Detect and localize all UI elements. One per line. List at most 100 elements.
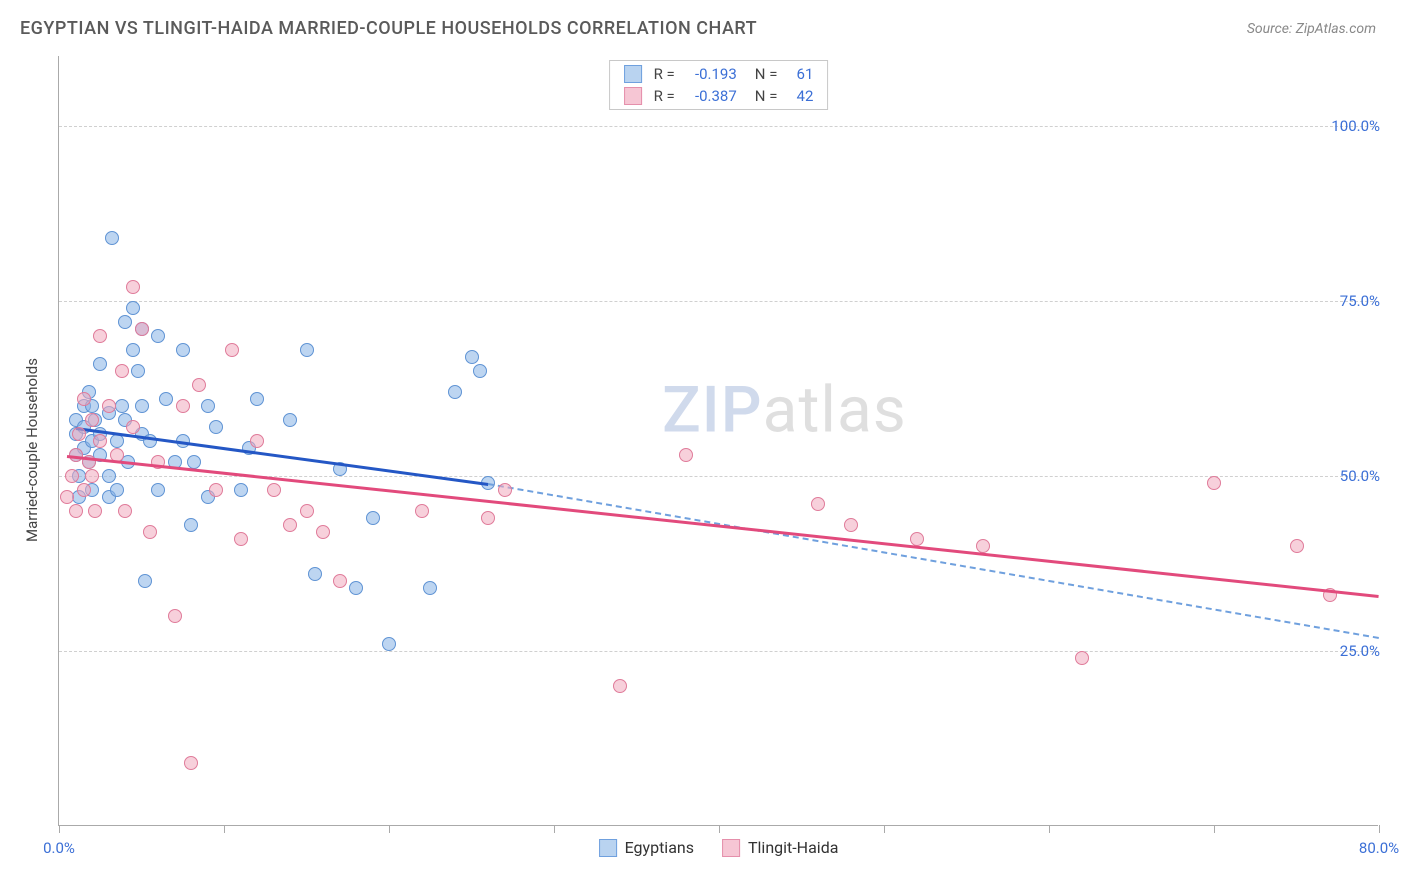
- plot-region: ZIPatlas R =-0.193N =61R =-0.387N =42 Eg…: [58, 56, 1378, 826]
- data-point: [126, 420, 140, 434]
- data-point: [93, 329, 107, 343]
- data-point: [102, 469, 116, 483]
- gridline: [59, 301, 1378, 302]
- legend-r-value: -0.387: [683, 87, 737, 105]
- data-point: [60, 490, 74, 504]
- data-point: [423, 581, 437, 595]
- data-point: [105, 231, 119, 245]
- data-point: [126, 280, 140, 294]
- data-point: [126, 343, 140, 357]
- data-point: [115, 399, 129, 413]
- legend-r-label: R =: [654, 65, 675, 83]
- data-point: [448, 385, 462, 399]
- data-point: [209, 420, 223, 434]
- data-point: [613, 679, 627, 693]
- x-tick: [224, 825, 225, 833]
- data-point: [65, 469, 79, 483]
- data-point: [151, 483, 165, 497]
- data-point: [159, 392, 173, 406]
- x-tick-label: 80.0%: [1359, 839, 1399, 857]
- data-point: [138, 574, 152, 588]
- data-point: [126, 301, 140, 315]
- legend-correlation-row: R = -0.193 N = 61: [610, 63, 828, 85]
- legend-series-item: Tlingit-Haida: [722, 838, 838, 857]
- data-point: [283, 413, 297, 427]
- legend-series-label: Tlingit-Haida: [748, 838, 838, 857]
- data-point: [77, 392, 91, 406]
- x-tick: [1049, 825, 1050, 833]
- y-tick-label: 100.0%: [1331, 117, 1380, 135]
- data-point: [93, 434, 107, 448]
- data-point: [481, 511, 495, 525]
- data-point: [415, 504, 429, 518]
- data-point: [187, 455, 201, 469]
- x-tick: [719, 825, 720, 833]
- data-point: [976, 539, 990, 553]
- data-point: [844, 518, 858, 532]
- data-point: [283, 518, 297, 532]
- y-axis-label: Married-couple Households: [23, 358, 41, 542]
- data-point: [234, 532, 248, 546]
- x-tick-label: 0.0%: [43, 839, 75, 857]
- y-tick-label: 50.0%: [1340, 467, 1380, 485]
- data-point: [110, 483, 124, 497]
- data-point: [85, 469, 99, 483]
- data-point: [115, 364, 129, 378]
- data-point: [102, 399, 116, 413]
- data-point: [316, 525, 330, 539]
- data-point: [234, 483, 248, 497]
- data-point: [77, 483, 91, 497]
- data-point: [69, 504, 83, 518]
- data-point: [72, 427, 86, 441]
- data-point: [135, 399, 149, 413]
- legend-r-value: -0.193: [683, 65, 737, 83]
- data-point: [308, 567, 322, 581]
- data-point: [168, 609, 182, 623]
- data-point: [184, 756, 198, 770]
- data-point: [267, 483, 281, 497]
- data-point: [679, 448, 693, 462]
- legend-n-label: N =: [755, 87, 778, 105]
- y-tick-label: 75.0%: [1340, 292, 1380, 310]
- data-point: [473, 364, 487, 378]
- x-tick: [389, 825, 390, 833]
- data-point: [910, 532, 924, 546]
- legend-n-label: N =: [755, 65, 778, 83]
- gridline: [59, 126, 1378, 127]
- data-point: [250, 434, 264, 448]
- data-point: [225, 343, 239, 357]
- legend-n-value: 61: [785, 65, 813, 83]
- data-point: [1075, 651, 1089, 665]
- x-tick: [1214, 825, 1215, 833]
- legend-swatch: [624, 65, 642, 83]
- data-point: [135, 322, 149, 336]
- data-point: [88, 504, 102, 518]
- legend-swatch: [599, 839, 617, 857]
- data-point: [333, 574, 347, 588]
- data-point: [209, 483, 223, 497]
- legend-series-label: Egyptians: [625, 838, 694, 857]
- data-point: [366, 511, 380, 525]
- legend-series-item: Egyptians: [599, 838, 694, 857]
- trend-line-extrapolated: [488, 483, 1379, 639]
- data-point: [300, 504, 314, 518]
- data-point: [184, 518, 198, 532]
- data-point: [93, 357, 107, 371]
- legend-series: Egyptians Tlingit-Haida: [599, 838, 839, 857]
- chart-title: EGYPTIAN VS TLINGIT-HAIDA MARRIED-COUPLE…: [20, 18, 757, 39]
- legend-r-label: R =: [654, 87, 675, 105]
- data-point: [192, 378, 206, 392]
- legend-swatch: [722, 839, 740, 857]
- data-point: [131, 364, 145, 378]
- y-tick-label: 25.0%: [1340, 642, 1380, 660]
- data-point: [1207, 476, 1221, 490]
- data-point: [151, 329, 165, 343]
- gridline: [59, 651, 1378, 652]
- x-tick: [1379, 825, 1380, 833]
- data-point: [201, 399, 215, 413]
- data-point: [300, 343, 314, 357]
- data-point: [811, 497, 825, 511]
- data-point: [1290, 539, 1304, 553]
- data-point: [349, 581, 363, 595]
- data-point: [85, 413, 99, 427]
